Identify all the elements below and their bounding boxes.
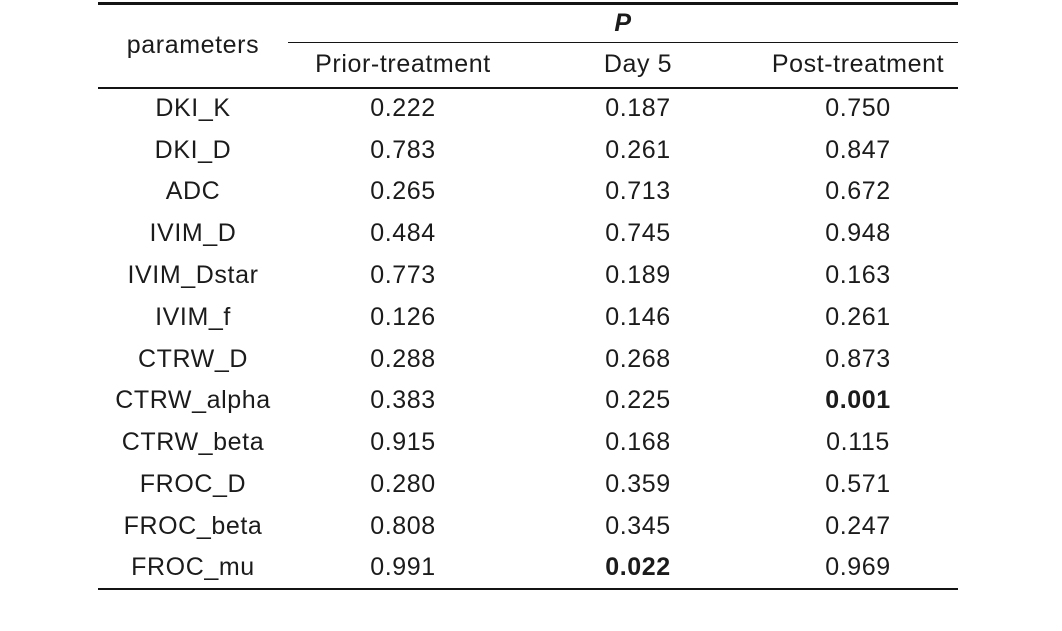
value-cell: 0.745 (605, 219, 671, 248)
value-cell: 0.268 (605, 344, 671, 373)
value-cell: 0.847 (825, 135, 891, 164)
parameter-cell: ADC (165, 177, 221, 206)
value-cell: 0.672 (825, 177, 891, 206)
p-value-table: parameters P Prior-treatment Day 5 Post-… (98, 2, 958, 591)
table-row: FROC_beta 0.808 0.345 0.247 (98, 505, 958, 547)
table-row: DKI_K 0.222 0.187 0.750 (98, 88, 958, 130)
value-cell: 0.261 (605, 135, 671, 164)
table-row: IVIM_Dstar 0.773 0.189 0.163 (98, 255, 958, 297)
table-row: IVIM_D 0.484 0.745 0.948 (98, 213, 958, 255)
value-cell: 0.126 (370, 302, 436, 331)
value-cell: 0.713 (605, 177, 671, 206)
sub-header-row: Prior-treatment Day 5 Post-treatment (98, 42, 958, 89)
value-cell: 0.280 (370, 470, 436, 499)
table-row: CTRW_D 0.288 0.268 0.873 (98, 338, 958, 380)
value-cell: 0.808 (370, 511, 436, 540)
table-row: ADC 0.265 0.713 0.672 (98, 171, 958, 213)
value-cell: 0.359 (605, 470, 671, 499)
value-cell: 0.288 (370, 344, 436, 373)
parameter-cell: CTRW_alpha (115, 386, 271, 415)
parameter-cell: CTRW_D (137, 344, 249, 373)
value-cell: 0.571 (825, 470, 891, 499)
value-cell: 0.225 (605, 386, 671, 415)
value-cell: 0.261 (825, 302, 891, 331)
value-cell: 0.189 (605, 261, 671, 290)
value-cell: 0.750 (825, 94, 891, 123)
value-cell: 0.915 (370, 428, 436, 457)
value-cell: 0.969 (825, 553, 891, 582)
column-header-day-5: Day 5 (518, 42, 758, 89)
value-cell: 0.168 (605, 428, 671, 457)
p-group-header: P (288, 3, 958, 43)
parameter-cell: FROC_beta (123, 511, 263, 540)
value-cell: 0.163 (825, 261, 891, 290)
column-header-prior-treatment: Prior-treatment (288, 42, 518, 89)
table-row: FROC_D 0.280 0.359 0.571 (98, 464, 958, 506)
value-cell: 0.001 (825, 386, 891, 415)
parameter-cell: IVIM_f (155, 302, 231, 331)
value-cell: 0.783 (370, 135, 436, 164)
value-cell: 0.146 (605, 302, 671, 331)
value-cell: 0.484 (370, 219, 436, 248)
parameter-cell: FROC_D (139, 470, 247, 499)
value-cell: 0.948 (825, 219, 891, 248)
value-cell: 0.383 (370, 386, 436, 415)
table-row: IVIM_f 0.126 0.146 0.261 (98, 296, 958, 338)
column-header-post-treatment: Post-treatment (758, 42, 958, 89)
value-cell: 0.773 (370, 261, 436, 290)
parameters-column-header: parameters (98, 3, 288, 89)
group-header-row: parameters P (98, 3, 958, 89)
parameter-cell: FROC_mu (131, 553, 255, 582)
table-row: FROC_mu 0.991 0.022 0.969 (98, 547, 958, 589)
table-body: DKI_K 0.222 0.187 0.750 DKI_D 0.783 0.261 0.847… (98, 88, 958, 590)
parameter-cell: IVIM_Dstar (127, 261, 259, 290)
table-row: CTRW_alpha 0.383 0.225 0.001 (98, 380, 958, 422)
value-cell: 0.873 (825, 344, 891, 373)
parameter-cell: DKI_K (155, 94, 231, 123)
value-cell: 0.265 (370, 177, 436, 206)
table-row: DKI_D 0.783 0.261 0.847 (98, 129, 958, 171)
parameter-cell: IVIM_D (149, 219, 237, 248)
value-cell: 0.247 (825, 511, 891, 540)
table-row: CTRW_beta 0.915 0.168 0.115 (98, 422, 958, 464)
value-cell: 0.022 (605, 553, 671, 582)
value-cell: 0.115 (826, 428, 890, 457)
parameter-cell: CTRW_beta (121, 428, 265, 457)
value-cell: 0.345 (605, 511, 671, 540)
value-cell: 0.187 (605, 94, 671, 123)
value-cell: 0.222 (370, 94, 436, 123)
value-cell: 0.991 (370, 553, 436, 582)
table-header: parameters P Prior-treatment Day 5 Post-… (98, 3, 958, 89)
parameter-cell: DKI_D (154, 135, 232, 164)
